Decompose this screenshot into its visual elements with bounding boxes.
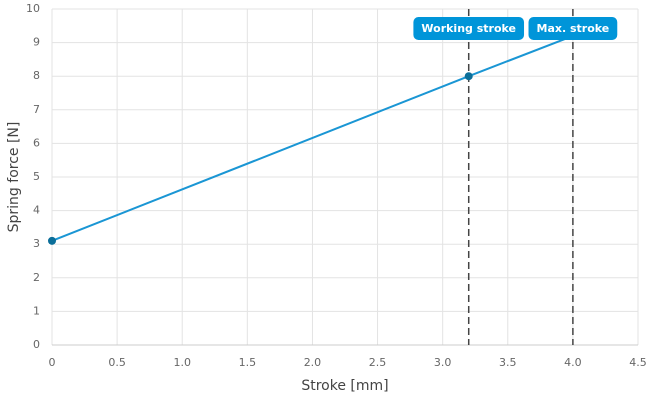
annotation: Max. stroke xyxy=(528,17,618,40)
x-tick-label: 4.0 xyxy=(564,356,582,369)
x-tick-label: 1.5 xyxy=(239,356,257,369)
point xyxy=(464,72,473,81)
y-tick-label: 4 xyxy=(33,204,40,217)
y-tick-label: 8 xyxy=(33,69,40,82)
y-tick-label: 6 xyxy=(33,136,40,149)
x-tick-label: 2.5 xyxy=(369,356,387,369)
annotation-label: Max. stroke xyxy=(537,22,610,35)
x-tick-label: 2.0 xyxy=(304,356,322,369)
y-tick-label: 10 xyxy=(26,2,40,15)
x-tick-label: 3.5 xyxy=(499,356,517,369)
x-tick-label: 0.5 xyxy=(108,356,126,369)
annotation-box xyxy=(413,17,525,40)
x-tick-label: 1.0 xyxy=(173,356,191,369)
y-tick-label: 0 xyxy=(33,338,40,351)
x-tick-label: 0 xyxy=(49,356,56,369)
y-tick-label: 7 xyxy=(33,103,40,116)
annotation-label: Working stroke xyxy=(421,22,516,35)
x-axis-title: Stroke [mm] xyxy=(301,378,388,394)
x-tick-label: 3.0 xyxy=(434,356,452,369)
y-tick-label: 3 xyxy=(33,237,40,250)
point xyxy=(48,236,56,245)
y-tick-label: 9 xyxy=(33,36,40,49)
annotation: Working stroke xyxy=(413,17,525,40)
y-axis-title: Spring force [N] xyxy=(6,122,22,233)
x-tick-label: 4.5 xyxy=(629,356,647,369)
y-tick-label: 2 xyxy=(33,271,40,284)
y-tick-label: 5 xyxy=(33,170,40,183)
y-tick-label: 1 xyxy=(33,304,40,317)
annotation-box xyxy=(528,17,618,40)
